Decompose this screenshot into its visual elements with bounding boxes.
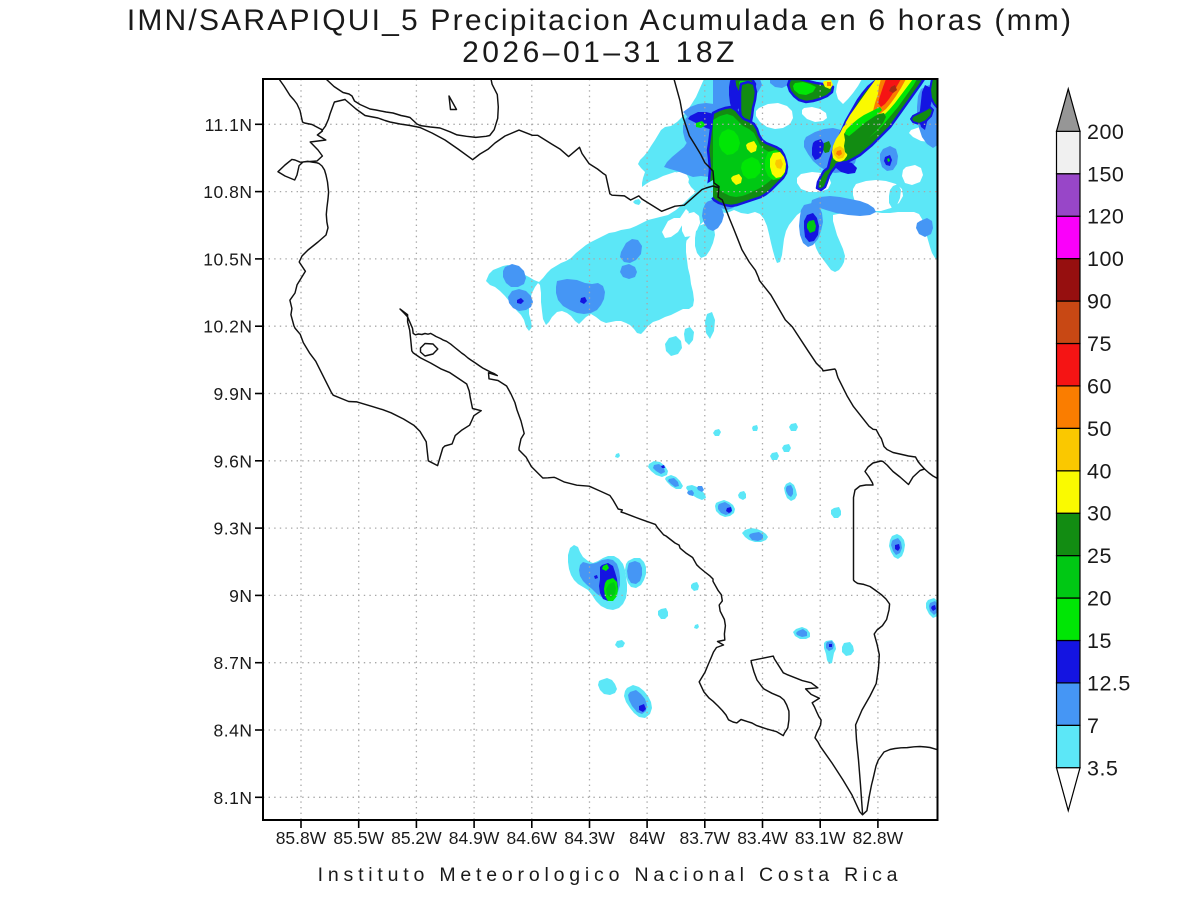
svg-text:75: 75 (1087, 332, 1112, 356)
svg-text:84.9W: 84.9W (449, 828, 500, 848)
svg-text:85.8W: 85.8W (276, 828, 327, 848)
svg-text:40: 40 (1087, 459, 1112, 483)
svg-text:10.5N: 10.5N (203, 249, 252, 269)
svg-text:10.8N: 10.8N (203, 182, 252, 202)
svg-text:25: 25 (1087, 544, 1112, 568)
svg-text:50: 50 (1087, 417, 1112, 441)
svg-text:12.5: 12.5 (1087, 671, 1131, 695)
svg-text:83.7W: 83.7W (680, 828, 731, 848)
svg-text:82.8W: 82.8W (853, 828, 904, 848)
svg-text:IMN/SARAPIQUI_5 Precipitacion: IMN/SARAPIQUI_5 Precipitacion Acumulada … (127, 4, 1073, 37)
svg-text:Instituto Meteorologico Nacion: Instituto Meteorologico Nacional Costa R… (318, 864, 903, 886)
svg-text:150: 150 (1087, 162, 1124, 186)
svg-text:200: 200 (1087, 120, 1124, 144)
svg-text:8.4N: 8.4N (214, 721, 253, 741)
svg-text:90: 90 (1087, 290, 1112, 314)
svg-text:85.5W: 85.5W (333, 828, 384, 848)
svg-text:9.9N: 9.9N (214, 384, 253, 404)
svg-text:8.7N: 8.7N (214, 653, 253, 673)
svg-text:9N: 9N (229, 586, 252, 606)
svg-text:83.4W: 83.4W (737, 828, 788, 848)
svg-text:83.1W: 83.1W (795, 828, 846, 848)
svg-text:85.2W: 85.2W (391, 828, 442, 848)
svg-text:84.6W: 84.6W (507, 828, 558, 848)
svg-text:84W: 84W (629, 828, 665, 848)
svg-text:9.6N: 9.6N (214, 451, 253, 471)
svg-text:8.1N: 8.1N (214, 788, 253, 808)
svg-text:60: 60 (1087, 374, 1112, 398)
svg-text:7: 7 (1087, 714, 1099, 738)
svg-text:20: 20 (1087, 587, 1112, 611)
svg-text:100: 100 (1087, 247, 1124, 271)
svg-text:120: 120 (1087, 205, 1124, 229)
svg-text:11.1N: 11.1N (205, 115, 253, 135)
svg-text:15: 15 (1087, 629, 1112, 653)
svg-text:2026–01–31 18Z: 2026–01–31 18Z (462, 36, 738, 69)
svg-text:84.3W: 84.3W (564, 828, 615, 848)
svg-text:10.2N: 10.2N (203, 317, 252, 337)
svg-text:9.3N: 9.3N (214, 519, 253, 539)
svg-text:3.5: 3.5 (1087, 756, 1118, 780)
svg-text:30: 30 (1087, 502, 1112, 526)
